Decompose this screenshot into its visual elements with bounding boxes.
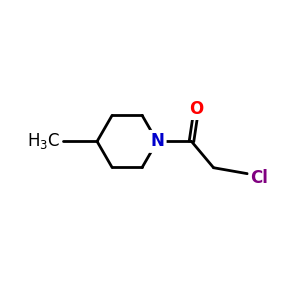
Text: N: N (150, 132, 164, 150)
Text: O: O (189, 100, 203, 118)
Text: H$_3$C: H$_3$C (27, 131, 60, 152)
Text: Cl: Cl (250, 169, 268, 187)
